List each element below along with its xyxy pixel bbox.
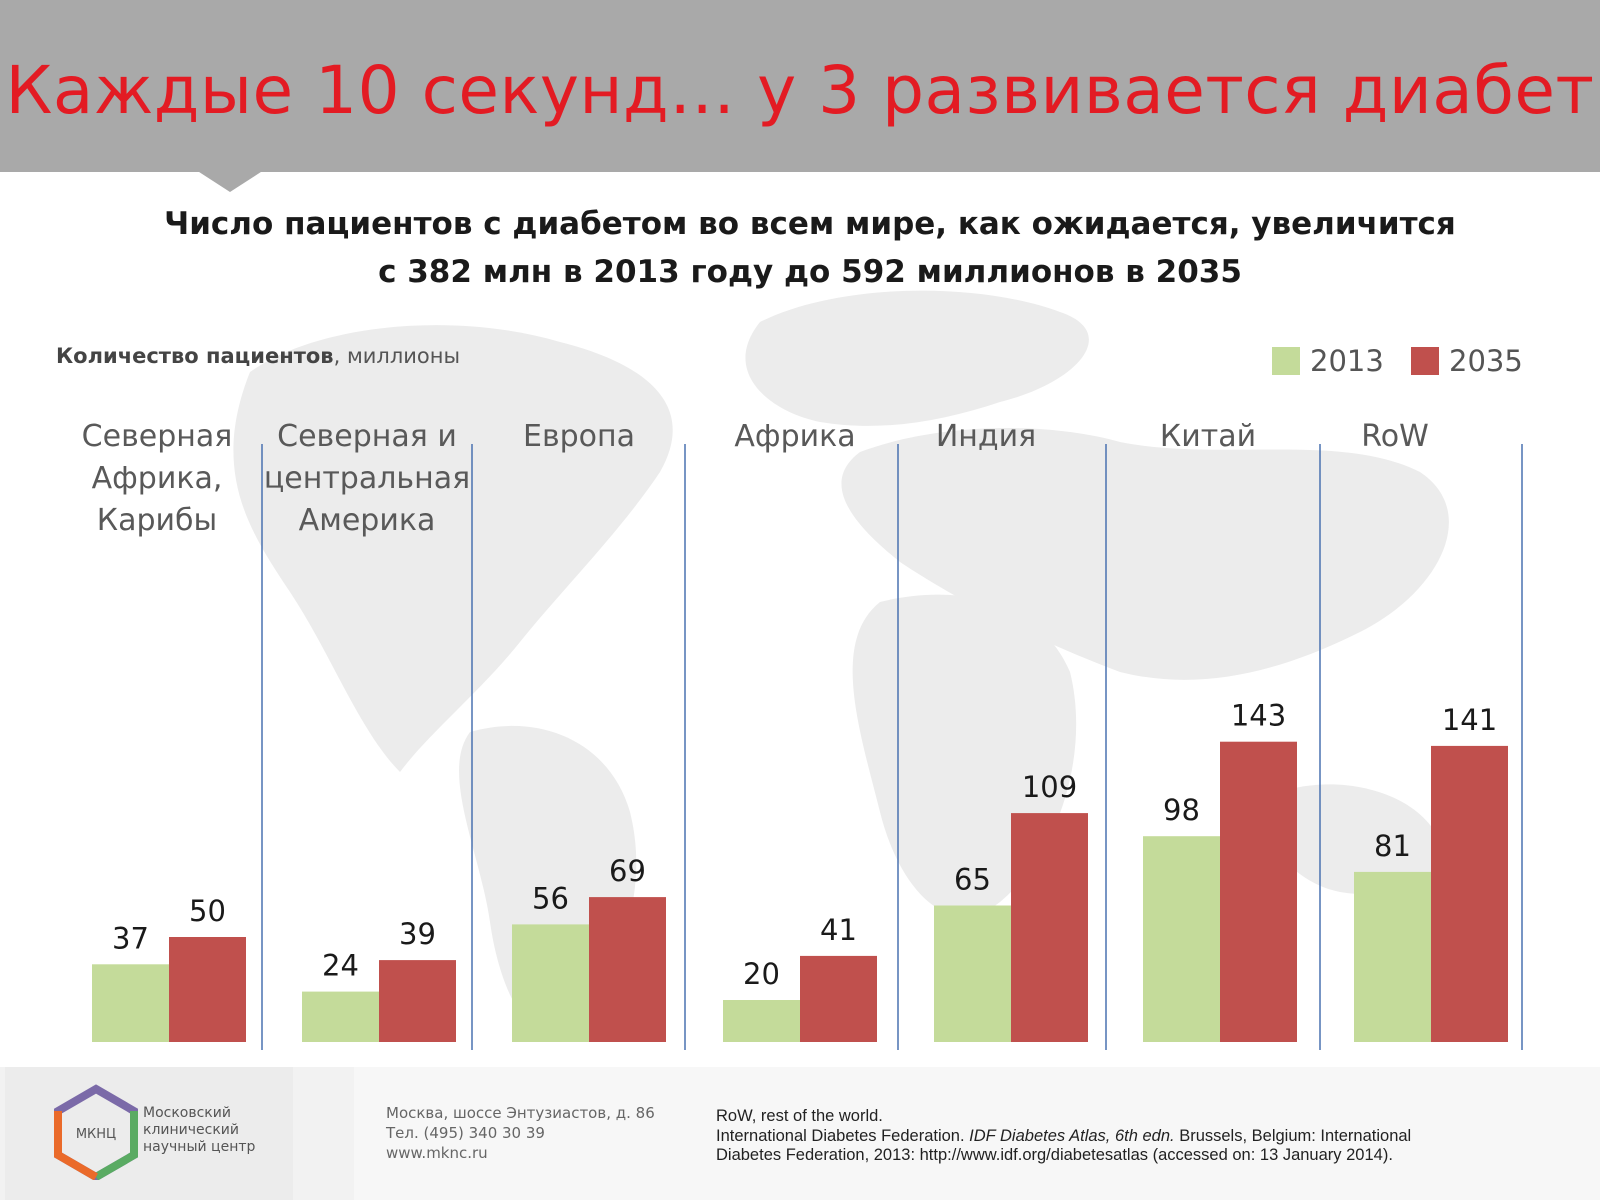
legend-item-2035: 2035 [1411,344,1523,378]
data-label-2013: 37 [112,921,149,955]
data-label-2035: 109 [1022,770,1077,804]
logo-line-1: Московский [143,1105,231,1121]
bar-2013 [723,1000,800,1042]
footer-notes: RoW, rest of the world. International Di… [716,1107,1411,1166]
data-label-2035: 69 [609,854,646,888]
bar-2035 [1011,813,1088,1042]
header-notch [196,170,264,192]
footer-address: Москва, шоссе Энтузиастов, д. 86 Тел. (4… [386,1103,655,1163]
subtitle-line-2: с 382 млн в 2013 году до 592 миллионов в… [378,254,1242,290]
data-label-2013: 65 [954,863,991,897]
address-line-3: www.mknc.ru [386,1144,488,1162]
logo-line-3: научный центр [143,1139,256,1155]
category-label: Африка, [92,461,223,496]
category-label: Европа [523,420,635,454]
bar-2013 [302,991,379,1042]
category-label: Карибы [97,503,217,538]
mknc-logo-icon: МКНЦ [54,1084,138,1180]
bar-2035 [169,937,246,1042]
bar-2035 [589,897,666,1042]
reference-line-2: Diabetes Federation, 2013: http://www.id… [716,1146,1393,1164]
logo-abbr: МКНЦ [76,1127,116,1142]
footer-info-area [354,1067,1600,1200]
category-label: центральная [264,461,470,496]
legend-label-2013: 2013 [1310,344,1384,378]
subtitle-line-1: Число пациентов с диабетом во всем мире,… [164,206,1456,242]
note-row: RoW, rest of the world. [716,1107,883,1125]
ref-italic: IDF Diabetes Atlas, 6th edn. [969,1126,1175,1145]
bar-2035 [800,955,877,1042]
data-label-2013: 56 [532,881,569,915]
bar-2013 [1143,836,1220,1042]
y-axis-label-bold: Количество пациентов [56,344,334,368]
page-title: Каждые 10 секунд… у 3 развивается диабет [5,52,1595,129]
ref-part-1: International Diabetes Federation. [716,1126,970,1145]
footer: МКНЦ Московский клинический научный цент… [0,1067,1600,1200]
logo-line-2: клинический [143,1122,239,1138]
data-label-2035: 41 [820,913,857,947]
footer-logo-area: МКНЦ Московский клинический научный цент… [5,1067,293,1200]
category-label: Индия [936,420,1036,454]
category-label: Китай [1160,420,1256,454]
category-label: Северная и [277,420,457,454]
data-label-2035: 39 [399,917,436,951]
address-line-2: Тел. (495) 340 30 39 [386,1124,545,1142]
reference-line-1: International Diabetes Federation. IDF D… [716,1127,1411,1147]
data-label-2013: 81 [1374,829,1411,863]
world-map-background [233,290,1449,1036]
bar-2013 [934,905,1011,1042]
data-label-2013: 20 [743,957,780,991]
bar-2035 [1431,745,1508,1042]
bar-2013 [92,964,169,1042]
data-label-2035: 143 [1231,699,1286,733]
category-label: RoW [1361,420,1429,454]
category-label: Африка [734,420,855,454]
data-label-2035: 50 [189,894,226,928]
category-label: Америка [299,503,436,538]
chart-legend: 2013 2035 [1272,344,1541,378]
y-axis-label-unit: , миллионы [333,344,461,368]
data-label-2013: 24 [322,949,359,983]
bar-2035 [1220,741,1297,1042]
bar-2013 [1354,871,1431,1042]
legend-swatch-2035 [1411,347,1440,375]
chart-subtitle: Число пациентов с диабетом во всем мире,… [100,200,1520,296]
address-line-1: Москва, шоссе Энтузиастов, д. 86 [386,1104,655,1122]
logo-text: Московский клинический научный центр [143,1105,255,1156]
header-banner [0,0,1600,172]
category-label: Северная [82,420,233,454]
bar-chart: Северная Африка, Карибы Северная и центральн… [82,420,1523,1050]
bar-2013 [512,924,589,1042]
data-label-2035: 141 [1442,703,1497,737]
y-axis-label: Количество пациентов, миллионы [56,344,460,368]
bar-2035 [379,960,456,1042]
data-label-2013: 98 [1163,793,1200,827]
legend-swatch-2013 [1272,347,1300,375]
ref-part-2: Brussels, Belgium: International [1174,1126,1412,1145]
legend-item-2013: 2013 [1272,344,1384,378]
legend-label-2035: 2035 [1449,344,1523,378]
